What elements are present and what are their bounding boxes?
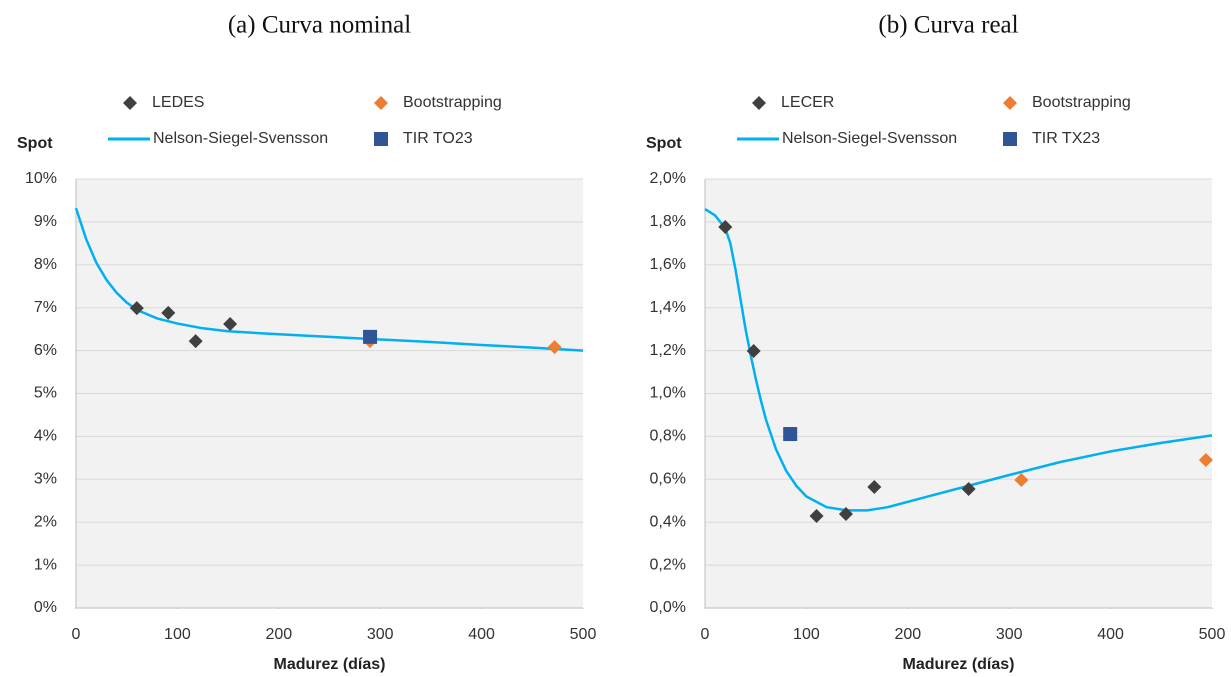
y-tick-label: 2,0% (650, 170, 686, 187)
x-tick-label: 300 (367, 626, 394, 643)
y-tick-label: 10% (25, 170, 57, 187)
y-tick-label: 7% (34, 299, 57, 316)
point (188, 334, 203, 349)
x-tick-label: 0 (701, 626, 710, 643)
x-tick-label: 500 (570, 626, 597, 643)
point (809, 508, 824, 523)
legend-label: LEDES (152, 94, 204, 111)
legend-label: TIR TX23 (1032, 130, 1100, 147)
legend-label: Bootstrapping (1032, 94, 1131, 111)
y-tick-label: 1,4% (650, 299, 686, 316)
y-tick-label: 1% (34, 556, 57, 573)
x-tick-label: 200 (894, 626, 921, 643)
legend-label: LECER (781, 94, 834, 111)
legend-marker (123, 96, 137, 110)
point (547, 340, 562, 355)
y-tick-label: 1,2% (650, 342, 686, 359)
point (161, 305, 176, 320)
y-tick-label: 0% (34, 599, 57, 616)
legend-marker (752, 96, 766, 110)
x-tick-label: 300 (996, 626, 1023, 643)
y-tick-label: 0,6% (650, 471, 686, 488)
x-tick-label: 400 (468, 626, 495, 643)
y-tick-label: 4% (34, 428, 57, 445)
x-tick-label: 200 (265, 626, 292, 643)
y-tick-label: 1,0% (650, 385, 686, 402)
point (961, 481, 976, 496)
point (783, 427, 798, 442)
curve (74, 207, 584, 352)
legend-marker (1003, 132, 1017, 146)
y-tick-label: 6% (34, 342, 57, 359)
x-tick-label: 500 (1199, 626, 1226, 643)
point (1198, 452, 1213, 467)
y-tick-label: 3% (34, 471, 57, 488)
x-tick-label: 100 (164, 626, 191, 643)
x-tick-label: 100 (793, 626, 820, 643)
point (1014, 472, 1029, 487)
curve (704, 207, 1213, 512)
legend-marker (374, 96, 388, 110)
y-tick-label: 8% (34, 256, 57, 273)
point (223, 317, 238, 332)
chart-title: (a) Curva nominal (228, 12, 411, 39)
y-tick-label: 2% (34, 513, 57, 530)
point (867, 480, 882, 495)
y-tick-label: 1,6% (650, 256, 686, 273)
y-axis-label: Spot (646, 135, 682, 152)
chart-title: (b) Curva real (878, 12, 1018, 39)
x-axis-label: Madurez (días) (273, 656, 385, 673)
x-tick-label: 400 (1097, 626, 1124, 643)
y-tick-label: 0,4% (650, 513, 686, 530)
point (718, 220, 733, 235)
x-tick-label: 0 (72, 626, 81, 643)
legend-label: Nelson-Siegel-Svensson (153, 130, 328, 147)
x-axis-label: Madurez (días) (902, 656, 1014, 673)
legend-label: TIR TO23 (403, 130, 473, 147)
legend-label: Nelson-Siegel-Svensson (782, 130, 957, 147)
y-tick-label: 9% (34, 213, 57, 230)
point (363, 329, 378, 344)
y-tick-label: 5% (34, 385, 57, 402)
point (129, 301, 144, 316)
y-tick-label: 0,8% (650, 428, 686, 445)
legend-label: Bootstrapping (403, 94, 502, 111)
point (838, 507, 853, 522)
point (746, 344, 761, 359)
legend-marker (1003, 96, 1017, 110)
y-tick-label: 1,8% (650, 213, 686, 230)
legend-marker (374, 132, 388, 146)
y-axis-label: Spot (17, 135, 53, 152)
y-tick-label: 0,2% (650, 556, 686, 573)
y-tick-label: 0,0% (650, 599, 686, 616)
